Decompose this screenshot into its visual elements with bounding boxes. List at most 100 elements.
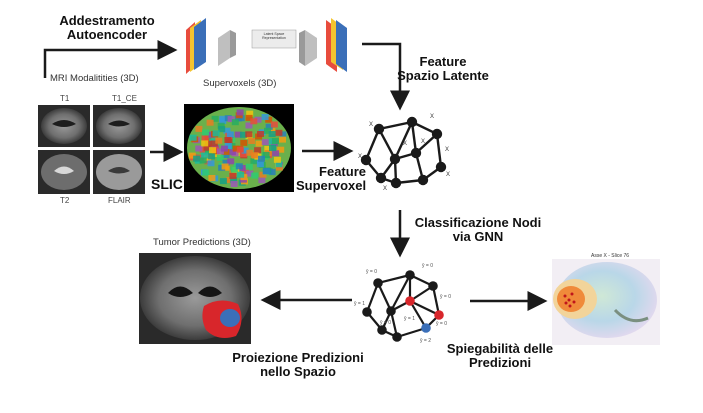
supervoxel-patch — [255, 140, 263, 147]
pred-graph-node — [405, 270, 415, 280]
pred-graph-edge — [409, 300, 440, 316]
mod-t1ce-label: T1_CE — [112, 94, 137, 103]
supervoxel-patch — [257, 131, 264, 137]
latent-space-rep-label: Latent Space Representation — [262, 32, 286, 40]
supervoxel-patch — [246, 110, 254, 117]
supervoxel-patch — [275, 164, 283, 171]
pred-graph-edge — [377, 273, 411, 285]
latent-features-line2: Spazio Latente — [397, 68, 489, 83]
supervoxel-patch — [189, 134, 197, 141]
autoencoder-training-line1: Addestramento — [59, 13, 155, 28]
explainability-label: Spiegabilità delle Predizioni — [430, 342, 570, 370]
mod-t2-label: T2 — [60, 196, 70, 205]
supervoxel-patch — [227, 116, 235, 123]
pred-graph-edge — [409, 300, 427, 329]
graph-node — [389, 153, 401, 165]
supervoxel-patch — [265, 116, 273, 123]
supervoxel-patch — [272, 150, 280, 157]
latent-features-line1: Feature — [419, 54, 467, 69]
pred-node-label: ŷ = 2 — [420, 338, 431, 344]
supervoxel-patch — [216, 154, 224, 161]
supervoxel-features-line2: Supervoxel — [296, 178, 367, 193]
slic-label: SLIC — [151, 176, 183, 192]
supervoxel-patch — [234, 131, 242, 138]
graph-edge — [377, 128, 397, 160]
supervoxel-patch — [259, 171, 267, 178]
graph-node-label: X — [358, 154, 362, 160]
mri-thumbnails — [38, 105, 145, 194]
supervoxel-patch — [217, 122, 225, 129]
mod-flair-label: FLAIR — [108, 196, 131, 205]
supervoxel-patch — [275, 161, 283, 168]
supervoxel-patch — [258, 177, 266, 184]
pred-node-label: ŷ = 1 — [354, 301, 365, 307]
supervoxel-patch — [275, 129, 283, 136]
supervoxel-patch — [199, 146, 207, 153]
supervoxel-patch — [269, 145, 276, 151]
supervoxel-patch — [245, 122, 253, 129]
supervoxel-patch — [219, 115, 227, 122]
supervoxel-patch — [202, 169, 210, 176]
supervoxel-patch — [250, 118, 258, 125]
supervoxel-patch — [211, 115, 219, 122]
supervoxel-patch — [206, 119, 214, 126]
graph-node — [410, 147, 422, 159]
supervoxel-patch — [268, 131, 276, 137]
supervoxel-patch — [262, 168, 270, 174]
supervoxels-image — [184, 104, 294, 192]
supervoxel-patch — [218, 126, 226, 133]
tumor-prediction-image — [139, 253, 251, 344]
pred-graph-node — [434, 310, 444, 320]
supervoxel-patch — [279, 136, 286, 143]
supervoxel-patch — [241, 147, 249, 154]
supervoxel-patch — [201, 140, 209, 147]
supervoxel-patch — [235, 163, 243, 170]
supervoxel-features-label: Feature Supervoxel — [296, 165, 366, 193]
mod-t1-label: T1 — [60, 94, 70, 103]
tumor-predictions-title: Tumor Predictions (3D) — [153, 237, 251, 248]
pred-node-label: ŷ = 0 — [440, 294, 451, 300]
supervoxel-patch — [222, 159, 230, 166]
supervoxel-patch — [226, 131, 234, 138]
supervoxel-patch — [195, 145, 203, 152]
supervoxel-patch — [261, 139, 269, 146]
supervoxel-patch — [246, 149, 254, 156]
supervoxel-patch — [208, 153, 216, 160]
supervoxel-patch — [256, 161, 264, 168]
supervoxel-patch — [188, 152, 196, 159]
supervoxel-patch — [258, 155, 265, 162]
supervoxel-patch — [228, 143, 236, 150]
graph-node-label: X — [369, 122, 373, 128]
supervoxel-patch — [270, 121, 278, 128]
arrow-to-autoencoder — [43, 40, 178, 78]
graph-node-label: X — [430, 114, 434, 120]
pred-node-label: ŷ = 0 — [366, 269, 377, 275]
supervoxel-patch — [279, 131, 287, 138]
supervoxel-patch — [202, 129, 210, 136]
pred-graph-node — [428, 281, 438, 291]
supervoxel-patch — [250, 152, 258, 159]
supervoxel-patch — [273, 156, 281, 163]
supervoxel-features-line1: Feature — [319, 164, 366, 179]
supervoxel-patch — [265, 123, 273, 130]
pred-graph-node — [377, 325, 387, 335]
supervoxel-patch — [240, 131, 247, 138]
supervoxel-patch — [250, 158, 258, 165]
supervoxel-patch — [264, 146, 272, 152]
pred-graph-node — [392, 332, 402, 342]
supervoxel-patch — [234, 115, 242, 122]
supervoxel-patch — [221, 163, 229, 170]
pred-graph-edge — [431, 285, 441, 316]
supervoxel-patch — [251, 172, 259, 179]
supervoxel-patch — [236, 146, 244, 153]
mri-modalities-title: MRI Modalitities (3D) — [50, 73, 139, 84]
supervoxel-patch — [209, 147, 216, 154]
explainability-line1: Spiegabilità delle — [446, 341, 554, 356]
pred-graph-node — [421, 323, 431, 333]
supervoxel-patch — [231, 119, 239, 126]
pred-graph-edge — [365, 282, 380, 313]
graph-edge — [364, 128, 381, 161]
supervoxel-patch — [229, 172, 237, 179]
supervoxel-patch — [203, 144, 211, 151]
supervoxel-patch — [237, 171, 245, 178]
